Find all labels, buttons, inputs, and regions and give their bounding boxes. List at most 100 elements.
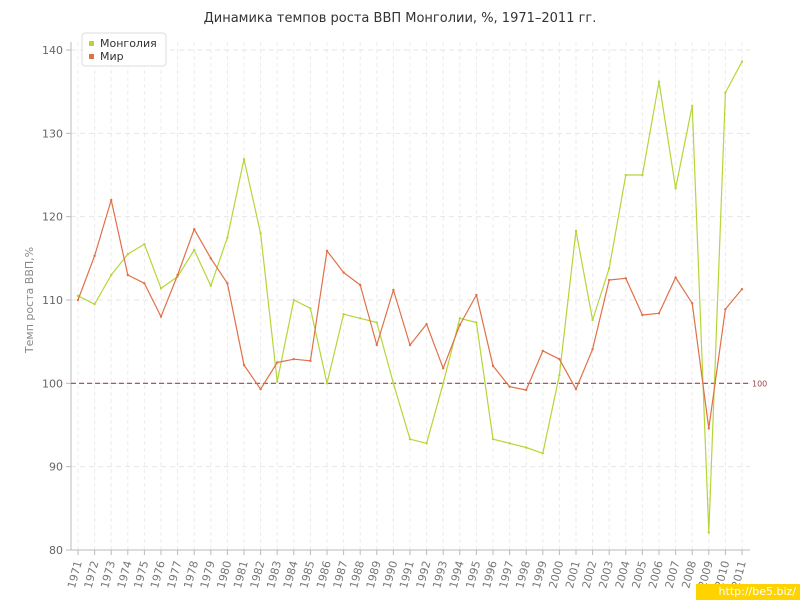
data-point: [458, 323, 461, 327]
data-point: [209, 257, 212, 260]
y-axis-label: Темп роста ВВП,%: [23, 247, 36, 354]
data-point: [657, 312, 661, 315]
data-point: [674, 187, 677, 190]
data-point: [76, 294, 80, 298]
data-point: [691, 302, 694, 305]
data-point: [608, 278, 611, 282]
data-point: [541, 349, 544, 353]
data-point: [525, 388, 528, 392]
data-point: [641, 313, 644, 317]
data-point: [242, 157, 246, 161]
data-point: [209, 284, 212, 288]
data-point: [93, 254, 96, 258]
data-point: [292, 357, 295, 361]
watermark: http://be5.biz/: [696, 584, 800, 600]
data-point: [159, 287, 163, 290]
data-point: [375, 321, 378, 324]
data-point: [707, 531, 710, 534]
data-point: [608, 267, 611, 270]
y-tick-label: 130: [42, 127, 63, 140]
data-point: [259, 232, 262, 235]
data-point: [508, 385, 511, 388]
data-point: [475, 293, 478, 297]
data-point: [624, 173, 627, 177]
data-point: [143, 242, 146, 246]
data-point: [624, 277, 627, 280]
data-point: [574, 387, 578, 391]
data-point: [309, 307, 312, 310]
data-point: [458, 317, 461, 320]
data-point: [442, 382, 445, 385]
data-point: [110, 198, 113, 202]
data-point: [375, 343, 378, 347]
data-point: [724, 91, 727, 94]
data-point: [325, 382, 329, 385]
data-point: [491, 364, 495, 368]
data-point: [126, 273, 129, 277]
data-point: [408, 343, 412, 347]
data-point: [176, 273, 179, 277]
y-tick-label: 110: [42, 294, 63, 307]
data-point: [292, 298, 295, 302]
data-point: [425, 322, 428, 326]
y-tick-label: 120: [42, 211, 63, 224]
data-point: [657, 80, 661, 83]
data-point: [442, 367, 445, 370]
data-point: [392, 382, 395, 385]
data-point: [242, 363, 246, 367]
data-point: [674, 276, 677, 279]
data-point: [574, 229, 578, 233]
data-point: [276, 380, 279, 383]
legend-label: Монголия: [100, 37, 157, 50]
data-point: [475, 321, 478, 324]
y-tick-label: 140: [42, 44, 63, 57]
data-point: [558, 357, 561, 361]
data-point: [707, 427, 710, 430]
data-point: [342, 271, 345, 274]
legend-swatch: [89, 41, 94, 46]
data-point: [159, 315, 163, 318]
axes: 8090100110120130140197119721973197419751…: [42, 42, 750, 590]
grid: [71, 42, 750, 550]
y-tick-label: 90: [49, 461, 63, 474]
reference-line-group: 100: [71, 379, 767, 388]
data-point: [392, 288, 395, 292]
data-point: [226, 282, 229, 285]
y-tick-label: 80: [49, 544, 63, 557]
data-point: [93, 302, 96, 306]
data-point: [591, 318, 594, 322]
data-point: [525, 446, 528, 449]
y-tick-label: 100: [42, 377, 63, 390]
data-point: [193, 227, 196, 231]
data-point: [193, 248, 196, 252]
data-point: [408, 437, 412, 441]
series-group: [76, 60, 744, 534]
data-point: [226, 236, 229, 239]
data-point: [126, 252, 129, 256]
data-point: [691, 104, 694, 108]
data-point: [259, 387, 262, 391]
data-point: [558, 373, 561, 377]
data-point: [359, 283, 362, 287]
legend-box: [81, 32, 167, 67]
data-point: [740, 287, 744, 291]
data-point: [591, 347, 594, 351]
data-point: [143, 282, 146, 285]
reference-line-label: 100: [752, 379, 767, 388]
data-point: [110, 273, 113, 277]
data-point: [740, 60, 744, 63]
data-point: [342, 312, 345, 316]
legend-swatch: [89, 54, 94, 59]
legend-label: Мир: [100, 50, 124, 63]
data-point: [276, 361, 279, 364]
data-point: [641, 173, 644, 177]
data-point: [491, 437, 495, 441]
chart-title: Динамика темпов роста ВВП Монголии, %, 1…: [204, 11, 597, 26]
data-point: [359, 317, 362, 320]
data-point: [325, 249, 329, 253]
data-point: [541, 452, 544, 455]
data-point: [425, 442, 428, 445]
data-point: [508, 442, 511, 445]
